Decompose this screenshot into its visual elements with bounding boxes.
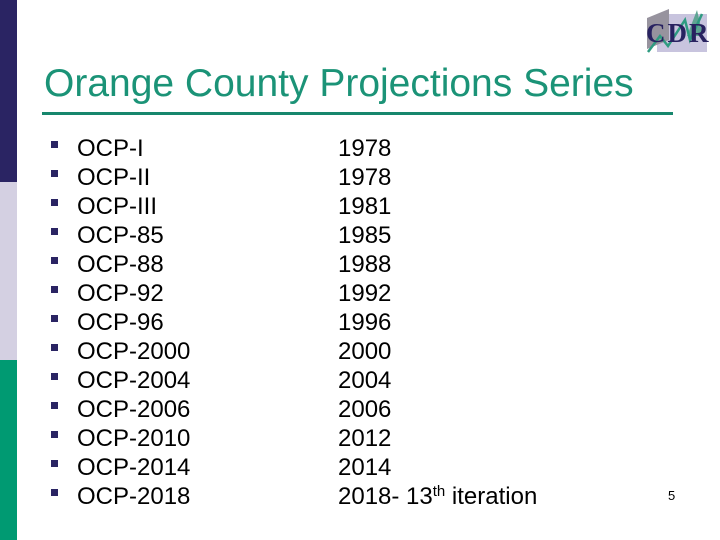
ocp-version-label: OCP-2014: [77, 453, 191, 481]
ocp-year-label: 1996: [338, 308, 392, 336]
logo-text: CDR: [646, 18, 709, 48]
page-number: 5: [668, 488, 676, 503]
ocp-year-label: 1978: [338, 134, 392, 162]
list-item: OCP-I 1978: [51, 134, 537, 163]
ocp-year-label: 1988: [338, 250, 392, 278]
bullet-square-icon: [51, 344, 58, 351]
cdr-logo: CDR: [645, 6, 709, 58]
ocp-version-label: OCP-I: [77, 134, 144, 162]
list-item: OCP-88 1988: [51, 250, 537, 279]
ocp-year-label: 1981: [338, 192, 392, 220]
list-item: OCP-92 1992: [51, 279, 537, 308]
bullet-square-icon: [51, 373, 58, 380]
list-item: OCP-III 1981: [51, 192, 537, 221]
ocp-year-label: 2004: [338, 366, 392, 394]
bullet-square-icon: [51, 141, 58, 148]
edge-bar-green-segment: [0, 360, 17, 540]
bullet-square-icon: [51, 228, 58, 235]
bullet-square-icon: [51, 402, 58, 409]
ocp-year-label: 2000: [338, 337, 392, 365]
ocp-version-label: OCP-II: [77, 163, 151, 191]
ocp-version-label: OCP-2010: [77, 424, 191, 452]
slide-edge-bar: [0, 0, 17, 540]
bullet-square-icon: [51, 257, 58, 264]
bullet-square-icon: [51, 489, 58, 496]
bullet-square-icon: [51, 431, 58, 438]
ocp-year-label: 1992: [338, 279, 392, 307]
page-title: Orange County Projections Series: [44, 62, 634, 105]
list-item: OCP-2010 2012: [51, 424, 537, 453]
ocp-year-label: 2018- 13th iteration: [338, 482, 538, 510]
ocp-year-label: 2006: [338, 395, 392, 423]
ocp-version-label: OCP-2000: [77, 337, 191, 365]
ocp-version-label: OCP-III: [77, 192, 158, 220]
projection-list: OCP-I 1978 OCP-II 1978 OCP-III 1981 OCP-…: [51, 134, 537, 511]
list-item: OCP-II 1978: [51, 163, 537, 192]
ocp-year-label: 1985: [338, 221, 392, 249]
ocp-version-label: OCP-88: [77, 250, 164, 278]
ocp-version-label: OCP-85: [77, 221, 164, 249]
title-underline: [42, 112, 673, 115]
list-item: OCP-96 1996: [51, 308, 537, 337]
list-item: OCP-2018 2018- 13th iteration: [51, 482, 537, 511]
bullet-square-icon: [51, 315, 58, 322]
list-item: OCP-2000 2000: [51, 337, 537, 366]
bullet-square-icon: [51, 170, 58, 177]
ocp-year-label: 1978: [338, 163, 392, 191]
ocp-version-label: OCP-2006: [77, 395, 191, 423]
list-item: OCP-85 1985: [51, 221, 537, 250]
bullet-square-icon: [51, 460, 58, 467]
list-item: OCP-2014 2014: [51, 453, 537, 482]
cdr-logo-graphic: CDR: [646, 9, 709, 53]
ocp-version-label: OCP-96: [77, 308, 164, 336]
ocp-version-label: OCP-92: [77, 279, 164, 307]
ocp-version-label: OCP-2018: [77, 482, 191, 510]
ocp-year-label: 2012: [338, 424, 392, 452]
ocp-year-label: 2014: [338, 453, 392, 481]
bullet-square-icon: [51, 199, 58, 206]
edge-bar-navy-segment: [0, 0, 17, 182]
bullet-square-icon: [51, 286, 58, 293]
ocp-version-label: OCP-2004: [77, 366, 191, 394]
logo-chart-line-icon: [647, 13, 704, 53]
list-item: OCP-2006 2006: [51, 395, 537, 424]
list-item: OCP-2004 2004: [51, 366, 537, 395]
edge-bar-lavender-segment: [0, 182, 17, 360]
